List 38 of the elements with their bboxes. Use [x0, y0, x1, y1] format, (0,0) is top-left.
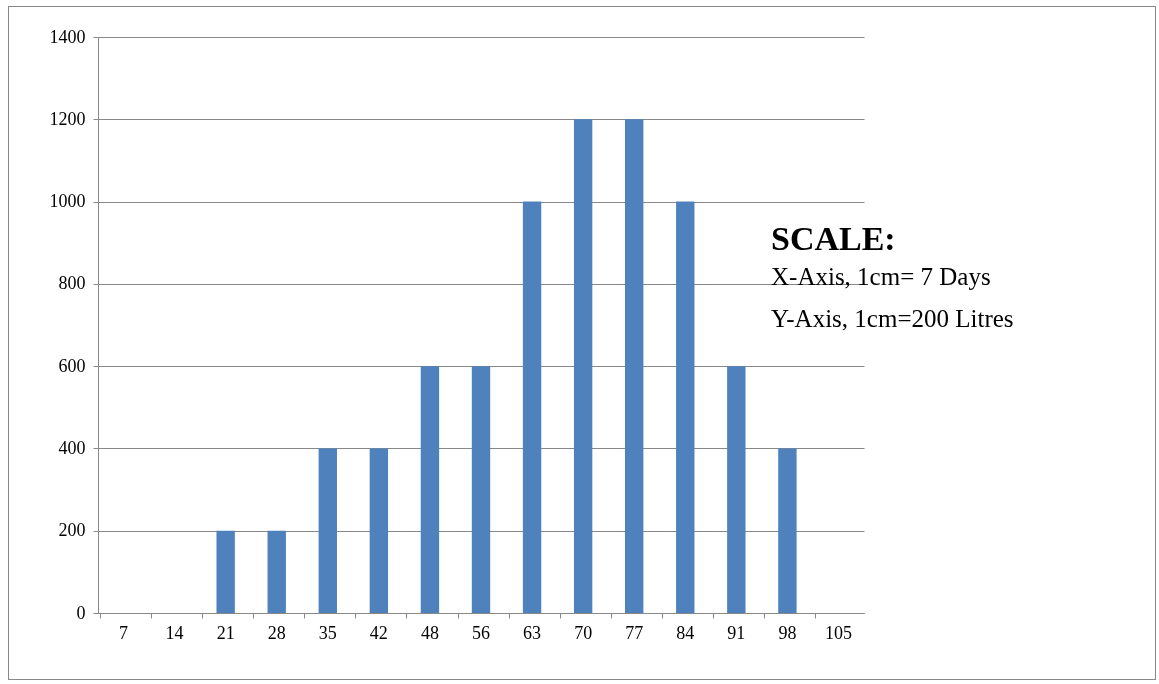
x-tick-label: 42	[369, 622, 388, 643]
x-tick-label: 48	[420, 622, 439, 643]
annotation: SCALE:	[771, 220, 896, 257]
bar	[216, 530, 235, 613]
x-tick-label: 28	[267, 622, 286, 643]
bar	[676, 201, 695, 613]
bar	[727, 366, 746, 613]
y-tick-label: 200	[58, 520, 86, 541]
x-tick-label: 56	[472, 622, 490, 643]
x-tick-label: 105	[824, 622, 852, 643]
y-tick-label: 1400	[49, 26, 86, 47]
bar	[522, 201, 542, 613]
x-tick-label: 63	[523, 622, 542, 643]
x-tick-label: 70	[574, 622, 593, 643]
x-tick-label: 35	[318, 622, 337, 643]
bar	[625, 119, 644, 613]
bar	[420, 366, 440, 613]
annotation: Y-Axis, 1cm=200 Litres	[771, 305, 1014, 332]
annotation: X-Axis, 1cm= 7 Days	[771, 263, 991, 290]
y-tick-label: 800	[58, 273, 86, 294]
y-tick-label: 600	[58, 355, 86, 376]
bar	[369, 448, 389, 613]
y-tick-label: 400	[58, 437, 86, 458]
x-tick-label: 77	[625, 622, 644, 643]
x-tick-label: 91	[727, 622, 746, 643]
bar	[267, 530, 286, 613]
bar	[318, 448, 337, 613]
y-tick-label: 1000	[49, 191, 86, 212]
x-tick-label: 21	[216, 622, 235, 643]
y-tick-label: 1200	[49, 108, 86, 129]
x-tick-label: 7	[119, 622, 129, 643]
x-tick-label: 98	[778, 622, 797, 643]
bar	[471, 366, 491, 613]
bar	[778, 448, 797, 613]
bar	[573, 119, 593, 613]
x-tick-label: 14	[165, 622, 184, 643]
y-tick-label: 0	[76, 602, 86, 623]
x-tick-label: 84	[676, 622, 695, 643]
